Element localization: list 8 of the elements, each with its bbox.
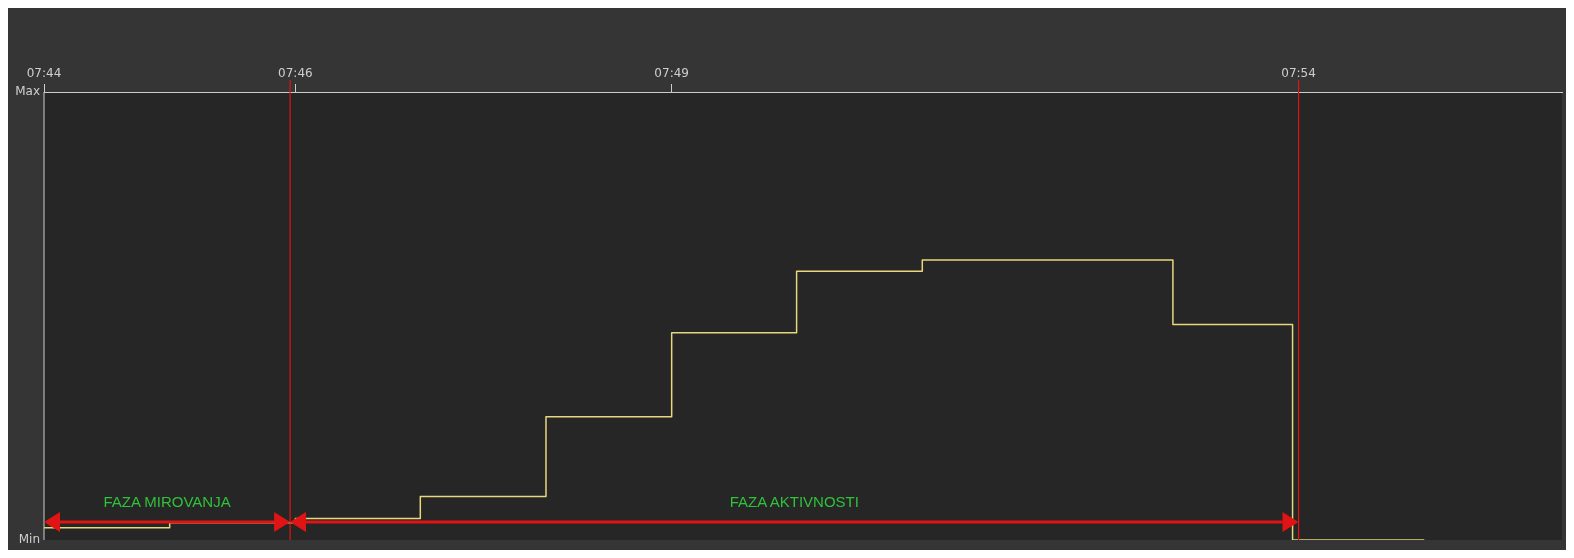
annotation: FAZA MIROVANJA — [103, 492, 231, 510]
x-tick-label: 07:46 — [278, 65, 313, 80]
text: Min — [18, 532, 40, 547]
text: Max — [15, 84, 40, 99]
x-tick-label: 07:44 — [26, 65, 62, 80]
x-tick-label: 07:54 — [1281, 65, 1316, 80]
x-tick-label: 07:49 — [654, 65, 689, 80]
annotation: FAZA AKTIVNOSTI — [729, 492, 859, 510]
